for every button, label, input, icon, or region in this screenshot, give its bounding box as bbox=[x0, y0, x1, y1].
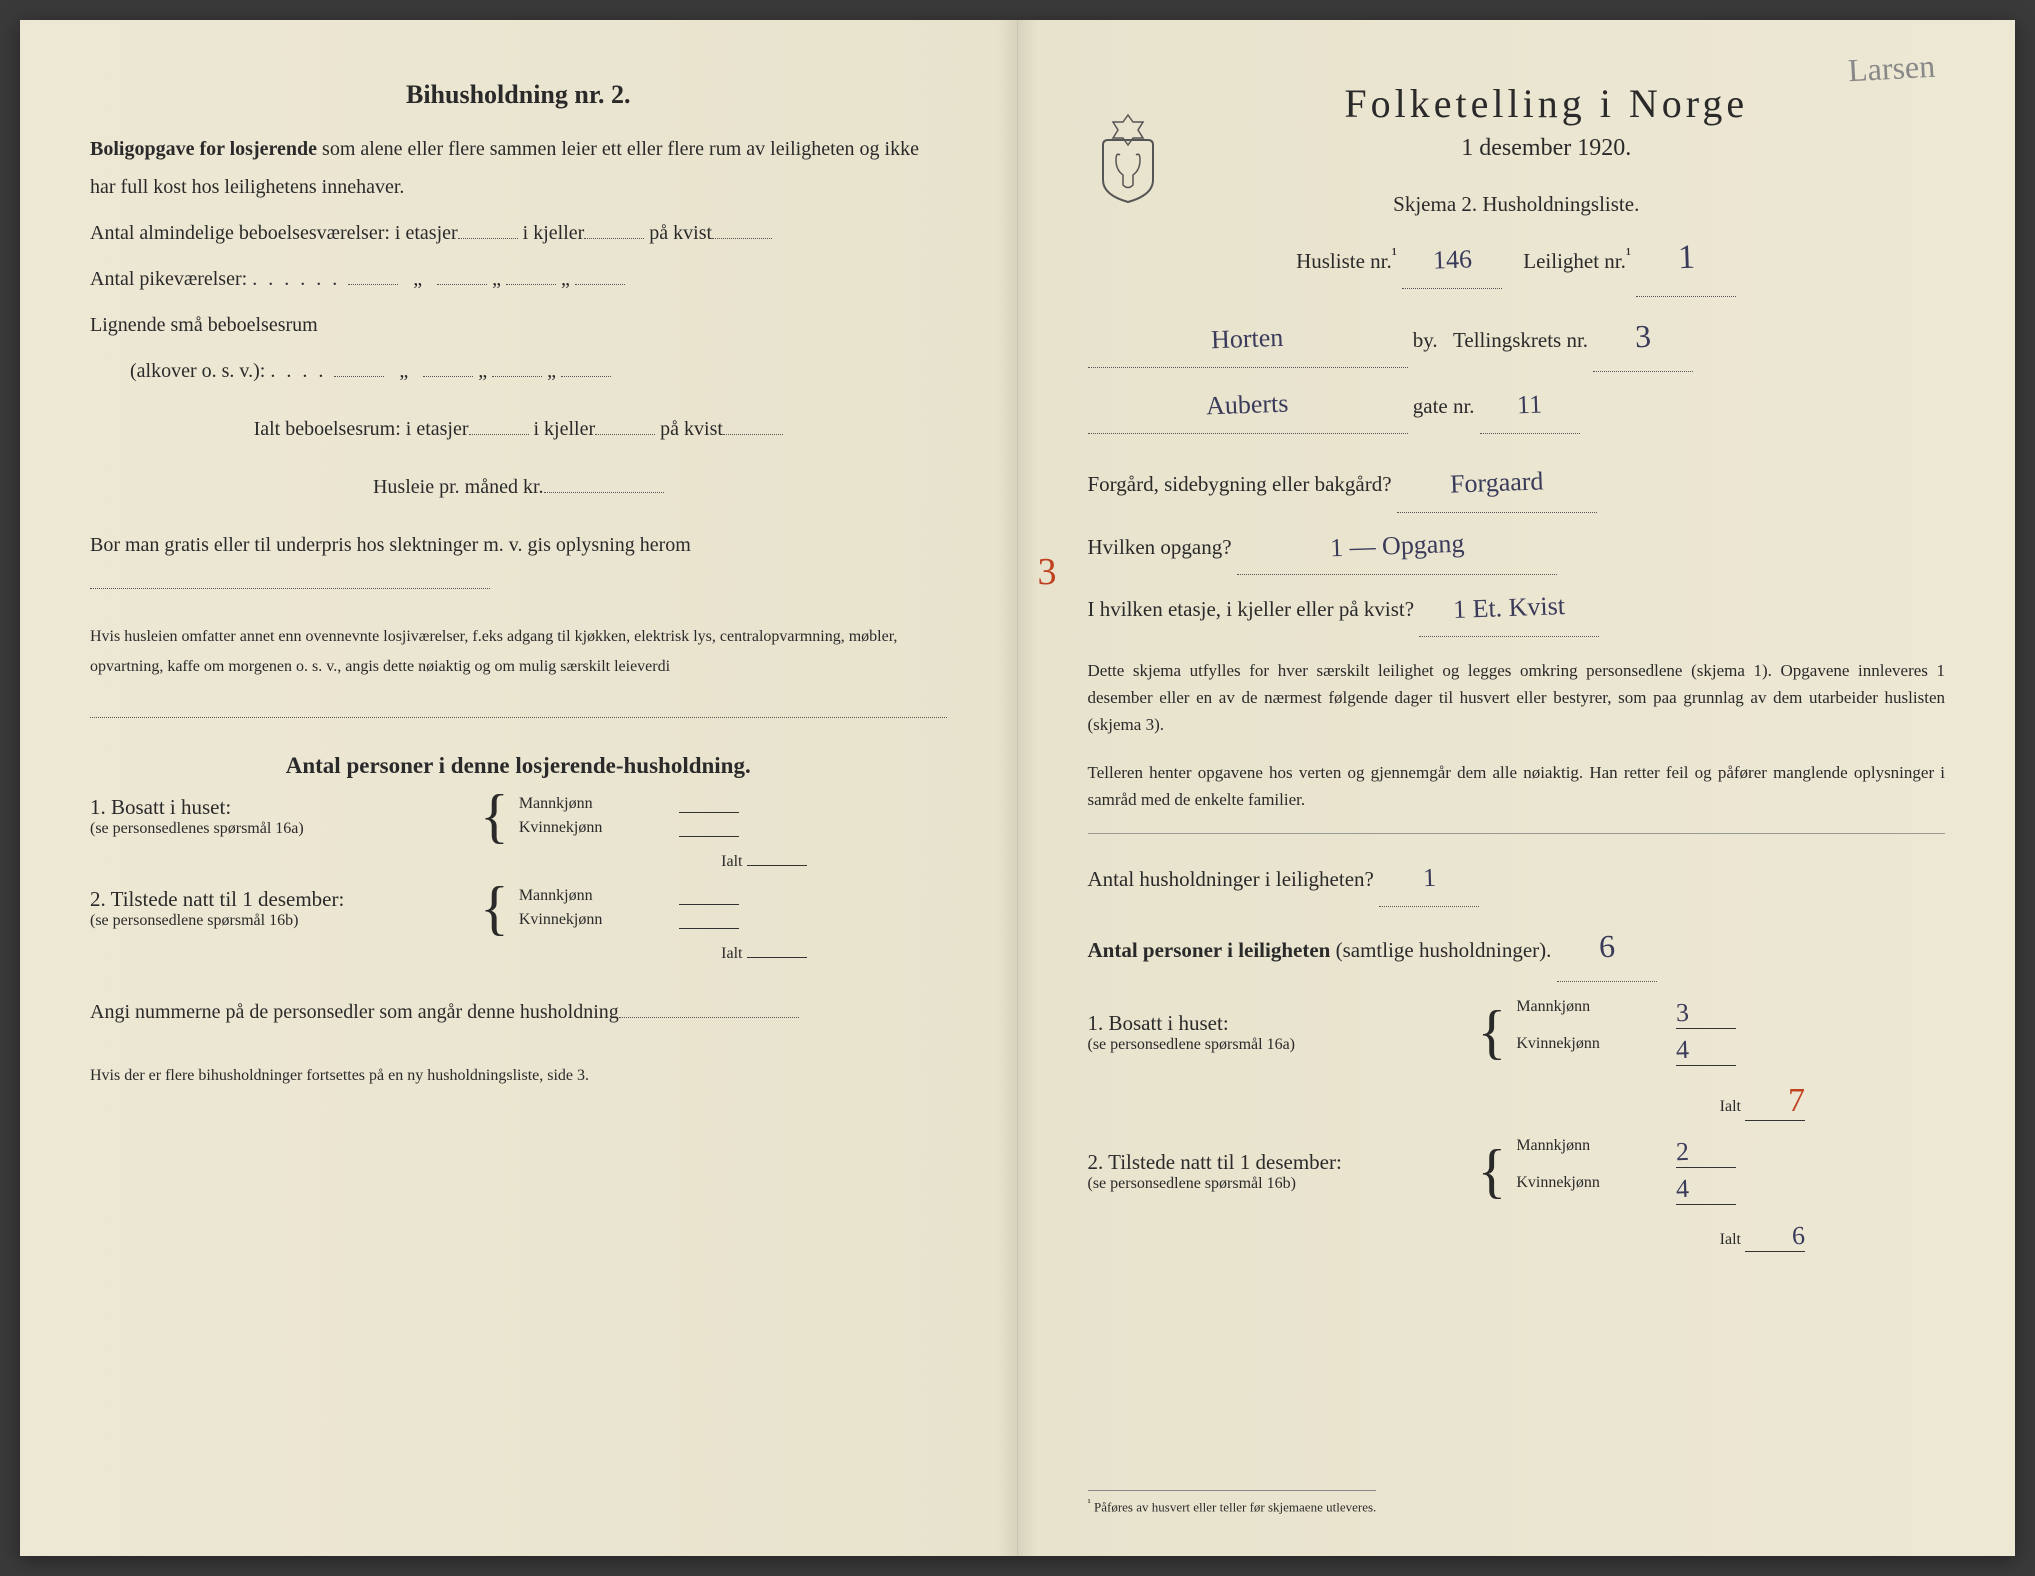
ialt-label: Ialt bbox=[721, 853, 742, 870]
ialt-rooms-line: Ialt beboelsesrum: i etasjer i kjeller p… bbox=[90, 410, 947, 448]
angi-nummerne: Angi nummerne på de personsedler som ang… bbox=[90, 993, 947, 1031]
opgang-row: Hvilken opgang? 1 — Opgang bbox=[1088, 517, 1946, 575]
pike-line: Antal pikeværelser: . . . . . . „ „ „ bbox=[90, 260, 947, 298]
kjeller-field bbox=[584, 217, 644, 239]
item1-kvinne-value: 4 bbox=[1676, 1035, 1690, 1065]
tellingskrets-value: 3 bbox=[1634, 301, 1652, 372]
item2-ialt-value: 6 bbox=[1791, 1221, 1805, 1251]
etasjer-field bbox=[458, 217, 518, 239]
right-page: Larsen Folketelling i Norge 1 desember 1… bbox=[1018, 20, 2016, 1556]
footer-note: Hvis der er flere bihusholdninger fortse… bbox=[90, 1061, 947, 1091]
antal-pers-value: 6 bbox=[1597, 911, 1615, 982]
section2-title: Antal personer i denne losjerende-hushol… bbox=[90, 753, 947, 779]
divider bbox=[1088, 833, 1946, 834]
antal-hush-value: 1 bbox=[1422, 849, 1437, 907]
census-date: 1 desember 1920. bbox=[1148, 135, 1946, 162]
rooms-line-1: Antal almindelige beboelsesværelser: i e… bbox=[90, 214, 947, 252]
husleie-line: Husleie pr. måned kr. bbox=[90, 468, 947, 506]
brace-icon: { bbox=[470, 804, 519, 828]
antal-hush-row: Antal husholdninger i leiligheten? 1 bbox=[1088, 849, 1946, 907]
intro-bold: Boligopgave for losjerende bbox=[90, 138, 317, 160]
brace-icon: { bbox=[470, 896, 519, 920]
gratis-line: Bor man gratis eller til underpris hos s… bbox=[90, 526, 947, 602]
by-row: Horten by. Tellingskrets nr. 3 bbox=[1088, 301, 1946, 372]
bosatt-label: 1. Bosatt i huset: bbox=[90, 795, 470, 820]
alkover-line-b: (alkover o. s. v.): . . . . „ „ „ bbox=[130, 352, 947, 390]
item1-mann-value: 3 bbox=[1676, 998, 1690, 1028]
husliste-value: 146 bbox=[1432, 230, 1473, 289]
tilstede-label: 2. Tilstede natt til 1 desember: bbox=[90, 887, 470, 912]
gate-nr-value: 11 bbox=[1516, 376, 1543, 434]
brace-icon: { bbox=[1468, 1159, 1517, 1183]
kvist-field bbox=[712, 217, 772, 239]
etasje-value: 1 Et. Kvist bbox=[1452, 577, 1566, 638]
gate-value: Auberts bbox=[1205, 375, 1289, 435]
left-title: Bihusholdning nr. 2. bbox=[90, 80, 947, 110]
bosatt-sub: (se personsedlenes spørsmål 16a) bbox=[90, 820, 470, 838]
left-group-2: 2. Tilstede natt til 1 desember: (se per… bbox=[90, 881, 947, 935]
census-document: Bihusholdning nr. 2. Boligopgave for los… bbox=[20, 20, 2015, 1556]
husliste-row: Husliste nr.¹ 146 Leilighet nr.¹ 1 bbox=[1088, 221, 1946, 297]
margin-red-number: 3 bbox=[1038, 550, 1057, 594]
alkover-line-a: Lignende små beboelsesrum bbox=[90, 306, 947, 344]
handwritten-surname: Larsen bbox=[1847, 48, 1936, 90]
forgard-row: Forgård, sidebygning eller bakgård? Forg… bbox=[1088, 454, 1946, 512]
etasje-row: I hvilken etasje, i kjeller eller på kvi… bbox=[1088, 579, 1946, 637]
skjema-label: Skjema 2. Husholdningsliste. bbox=[1088, 192, 1946, 217]
forgard-value: Forgaard bbox=[1449, 453, 1544, 513]
r-tilstede-sub: (se personsedlene spørsmål 16b) bbox=[1088, 1175, 1468, 1193]
main-title: Folketelling i Norge bbox=[1148, 80, 1946, 127]
intro-text: Boligopgave for losjerende som alene ell… bbox=[90, 130, 947, 206]
left-page: Bihusholdning nr. 2. Boligopgave for los… bbox=[20, 20, 1018, 1556]
mann-label: Mannkjønn bbox=[519, 795, 679, 813]
r-bosatt-sub: (se personsedlene spørsmål 16a) bbox=[1088, 1036, 1468, 1054]
left-group-1: 1. Bosatt i huset: (se personsedlenes sp… bbox=[90, 789, 947, 843]
right-group-2: 2. Tilstede natt til 1 desember: (se per… bbox=[1088, 1131, 1946, 1211]
opgang-value: 1 — Opgang bbox=[1329, 514, 1465, 576]
footnote: ¹ Påføres av husvert eller teller før sk… bbox=[1088, 1490, 1377, 1515]
leilighet-value: 1 bbox=[1677, 221, 1697, 296]
r-bosatt-label: 1. Bosatt i huset: bbox=[1088, 1011, 1468, 1036]
by-value: Horten bbox=[1210, 309, 1284, 369]
antal-pers-row: Antal personer i leiligheten (samtlige h… bbox=[1088, 911, 1946, 982]
r-tilstede-label: 2. Tilstede natt til 1 desember: bbox=[1088, 1150, 1468, 1175]
instructions-2: Telleren henter opgavene hos verten og g… bbox=[1088, 759, 1946, 813]
item2-kvinne-value: 4 bbox=[1676, 1174, 1690, 1204]
right-group-1: 1. Bosatt i huset: (se personsedlene spø… bbox=[1088, 992, 1946, 1072]
brace-icon: { bbox=[1468, 1020, 1517, 1044]
husleie-details: Hvis husleien omfatter annet enn ovennev… bbox=[90, 622, 947, 683]
coat-of-arms-icon bbox=[1088, 110, 1168, 205]
item1-ialt-value: 7 bbox=[1788, 1082, 1805, 1120]
tilstede-sub: (se personsedlene spørsmål 16b) bbox=[90, 912, 470, 930]
kvinne-label: Kvinnekjønn bbox=[519, 819, 679, 837]
item2-mann-value: 2 bbox=[1676, 1137, 1690, 1167]
instructions-1: Dette skjema utfylles for hver særskilt … bbox=[1088, 657, 1946, 739]
gate-row: Auberts gate nr. 11 bbox=[1088, 376, 1946, 434]
